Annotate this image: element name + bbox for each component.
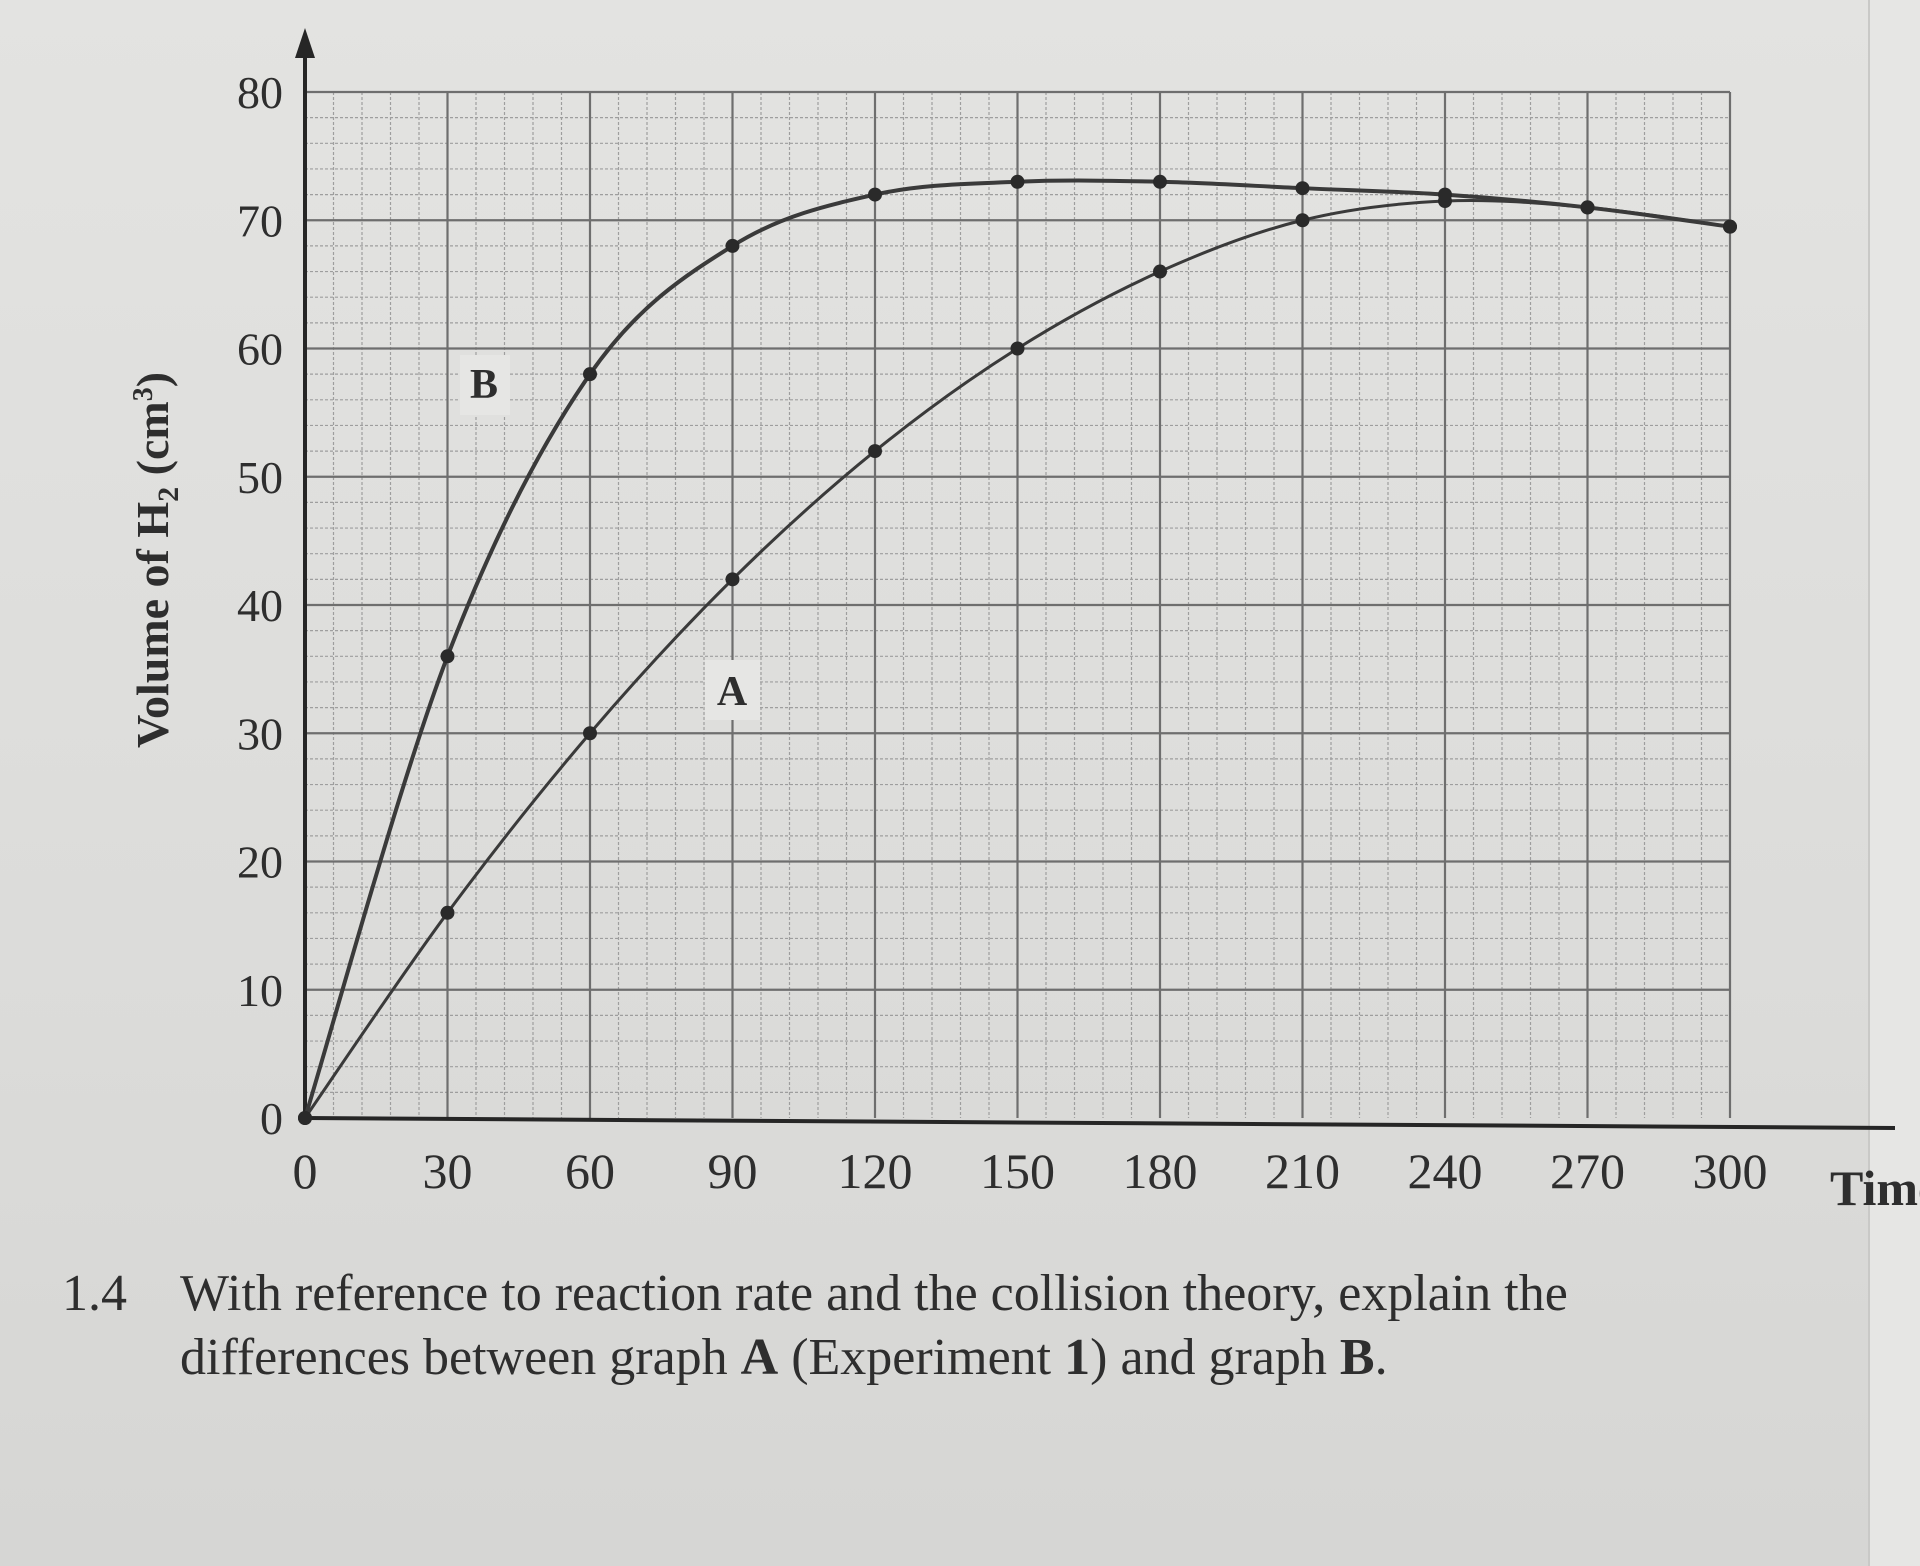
series-a-point xyxy=(1010,341,1025,356)
label-a-bg xyxy=(705,660,760,720)
series-a-point xyxy=(1295,213,1310,228)
x-axis-label: Time xyxy=(1830,1160,1920,1216)
series-b-point xyxy=(583,367,597,382)
y-tick-label: 10 xyxy=(237,965,283,1016)
y-tick-labels: 0 10 20 30 40 50 60 70 80 xyxy=(237,67,283,1144)
series-b-point xyxy=(1723,219,1737,234)
x-tick-label: 90 xyxy=(708,1143,758,1199)
volume-time-chart: 0 10 20 30 40 50 60 70 80 0 30 60 90 120 150 180 210 240… xyxy=(127,28,1920,1216)
y-tick-label: 20 xyxy=(237,837,283,888)
series-b-point xyxy=(1153,174,1167,189)
label-b-bg xyxy=(460,355,510,415)
page-edge xyxy=(1868,0,1920,1566)
axes xyxy=(295,28,1896,1130)
x-tick-label: 0 xyxy=(293,1143,318,1199)
series-a-point xyxy=(1153,264,1167,279)
question-number: 1.4 xyxy=(62,1265,127,1322)
series-b-point xyxy=(440,649,455,664)
y-tick-label: 30 xyxy=(237,708,283,759)
x-axis-line xyxy=(304,1116,1896,1130)
series-b-point xyxy=(1010,174,1025,189)
x-tick-labels: 0 30 60 90 120 150 180 210 240 270 300 xyxy=(293,1143,1768,1199)
series-a-line xyxy=(303,198,1731,1119)
series-a-point xyxy=(440,905,455,920)
y-axis-arrowhead xyxy=(295,28,315,58)
y-tick-label: 50 xyxy=(237,452,283,503)
series-b-point xyxy=(1580,200,1595,215)
series-a-point xyxy=(583,726,597,741)
series-b-point xyxy=(725,238,740,253)
series-group xyxy=(298,174,1737,1125)
y-tick-label: 80 xyxy=(237,67,283,118)
x-tick-label: 210 xyxy=(1265,1143,1340,1199)
y-tick-label: 60 xyxy=(237,324,283,375)
question-line-2: differences between graph A (Experiment … xyxy=(180,1329,1388,1386)
series-a-point xyxy=(868,444,882,459)
series-b-point xyxy=(1438,187,1452,202)
series-a-point xyxy=(725,572,740,587)
x-tick-label: 120 xyxy=(838,1143,913,1199)
question-line-1: With reference to reaction rate and the … xyxy=(180,1265,1568,1322)
x-tick-label: 30 xyxy=(423,1143,473,1199)
x-tick-label: 270 xyxy=(1550,1143,1625,1199)
y-axis-label: Volume of H2 (cm3) xyxy=(127,372,185,748)
series-b-point xyxy=(868,187,882,202)
y-tick-label: 40 xyxy=(237,580,283,631)
series-b-point xyxy=(298,1111,312,1125)
question-text: With reference to reaction rate and the … xyxy=(180,1262,1820,1390)
x-tick-label: 300 xyxy=(1693,1143,1768,1199)
x-tick-label: 150 xyxy=(980,1143,1055,1199)
x-tick-label: 60 xyxy=(565,1143,615,1199)
y-tick-label: 70 xyxy=(237,195,283,246)
series-b-label: B xyxy=(470,362,498,408)
y-tick-label: 0 xyxy=(260,1093,283,1144)
x-tick-label: 240 xyxy=(1408,1143,1483,1199)
series-b-point xyxy=(1295,181,1310,196)
major-grid xyxy=(305,90,1732,1118)
series-a-label: A xyxy=(717,669,748,715)
x-tick-label: 180 xyxy=(1123,1143,1198,1199)
